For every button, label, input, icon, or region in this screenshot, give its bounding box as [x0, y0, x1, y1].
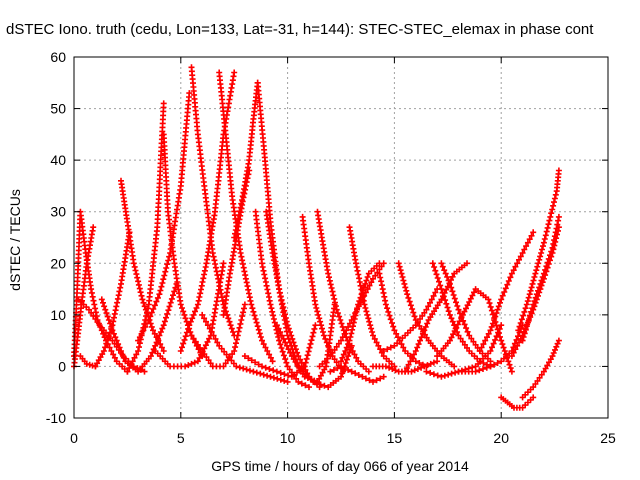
y-tick-label: 20 [50, 255, 66, 271]
data-point-markers [438, 260, 494, 365]
data-point-markers [498, 394, 537, 411]
data-arc [515, 167, 562, 334]
data-point-markers [188, 301, 248, 370]
data-point-markers [519, 213, 562, 344]
y-tick-label: 50 [50, 101, 66, 117]
data-arc [498, 394, 537, 411]
data-point-markers [519, 337, 562, 401]
data-arc [124, 100, 167, 375]
data-point-markers [220, 167, 253, 318]
data-arc [438, 260, 494, 365]
data-point-markers [135, 90, 193, 344]
x-tick-label: 0 [70, 430, 78, 446]
data-arc [263, 208, 323, 391]
y-tick-label: 10 [50, 307, 66, 323]
data-arc [455, 322, 526, 375]
data-point-markers [199, 311, 291, 385]
x-tick-label: 5 [177, 430, 185, 446]
data-arc [199, 311, 291, 385]
y-tick-label: 60 [50, 49, 66, 65]
data-arc [188, 301, 248, 370]
data-arc [220, 167, 253, 318]
x-tick-label: 10 [280, 430, 296, 446]
data-arc [519, 213, 562, 344]
data-point-markers [299, 213, 347, 375]
data-arc [92, 229, 133, 370]
data-arc [476, 229, 537, 354]
data-point-markers [380, 286, 441, 354]
data-point-markers [395, 260, 458, 370]
data-point-markers [515, 167, 562, 334]
x-tick-label: 20 [493, 430, 509, 446]
data-point-markers [370, 358, 441, 375]
data-arc [188, 64, 238, 339]
data-point-markers [124, 100, 167, 375]
y-tick-label: 0 [58, 358, 66, 374]
data-point-markers [376, 270, 430, 370]
data-arc [135, 90, 193, 344]
data-arc [395, 260, 458, 370]
data-arc [370, 358, 441, 375]
plot-frame [73, 56, 609, 419]
data-point-markers [92, 229, 133, 370]
y-axis-label: dSTEC / TECUs [7, 189, 23, 291]
data-arc [338, 260, 383, 365]
y-tick-label: 40 [50, 152, 66, 168]
y-tick-label: -10 [46, 410, 66, 426]
data-arc [380, 286, 441, 354]
data-point-markers [338, 260, 383, 365]
data-arc [295, 342, 355, 391]
data-point-markers [98, 280, 180, 375]
y-tick-label: 30 [50, 204, 66, 220]
data-arc [299, 213, 347, 375]
data-point-markers [455, 322, 526, 375]
data-point-markers [263, 208, 323, 391]
data-arc [327, 363, 387, 385]
data-points [71, 64, 562, 411]
data-point-markers [188, 64, 238, 339]
x-tick-label: 15 [387, 430, 403, 446]
data-arc [98, 280, 180, 375]
data-point-markers [476, 229, 537, 354]
x-axis-label: GPS time / hours of day 066 of year 2014 [211, 458, 469, 474]
chart-title: dSTEC Iono. truth (cedu, Lon=133, Lat=-3… [6, 21, 594, 38]
data-point-markers [295, 342, 355, 391]
data-arc [376, 270, 430, 370]
data-point-markers [231, 79, 261, 241]
x-tick-label: 25 [600, 430, 616, 446]
data-point-markers [327, 363, 387, 385]
data-arc [231, 79, 261, 241]
data-arc [519, 337, 562, 401]
